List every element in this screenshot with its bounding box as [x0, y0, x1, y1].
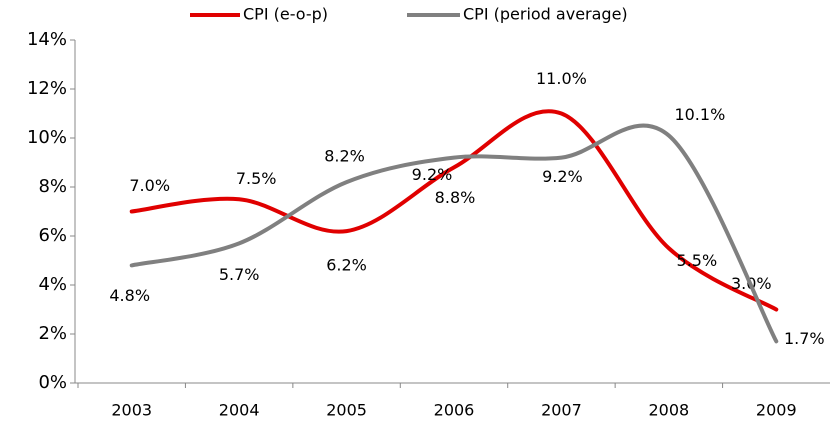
y-tick-label: 6%: [38, 225, 67, 246]
data-label: 7.5%: [236, 169, 277, 188]
x-tick-label: 2006: [434, 401, 475, 420]
data-label: 1.7%: [784, 329, 825, 348]
x-tick-label: 2009: [756, 401, 797, 420]
data-label: 5.7%: [219, 265, 260, 284]
x-tick-label: 2004: [219, 401, 260, 420]
x-tick-label: 2008: [648, 401, 689, 420]
y-tick-label: 8%: [38, 176, 67, 197]
data-label: 11.0%: [536, 69, 587, 88]
data-label: 7.0%: [129, 176, 170, 195]
data-label: 8.2%: [324, 147, 365, 166]
data-label: 6.2%: [326, 256, 367, 275]
y-tick-label: 2%: [38, 323, 67, 344]
y-tick-label: 12%: [27, 78, 67, 99]
data-label: 10.1%: [674, 105, 725, 124]
series-line: [129, 109, 779, 312]
data-label: 4.8%: [109, 286, 150, 305]
data-label: 8.8%: [435, 188, 476, 207]
x-tick-label: 2007: [541, 401, 582, 420]
y-tick-label: 0%: [38, 372, 67, 393]
legend-label: CPI (period average): [463, 5, 628, 24]
x-tick-label: 2005: [326, 401, 367, 420]
legend-label: CPI (e-o-p): [243, 5, 328, 24]
data-label: 9.2%: [542, 167, 583, 186]
x-tick-label: 2003: [111, 401, 152, 420]
y-tick-label: 10%: [27, 127, 67, 148]
data-label: 5.5%: [677, 251, 718, 270]
data-label: 9.2%: [412, 165, 453, 184]
y-tick-label: 4%: [38, 274, 67, 295]
y-tick-label: 14%: [27, 29, 67, 50]
series-line: [129, 123, 779, 344]
